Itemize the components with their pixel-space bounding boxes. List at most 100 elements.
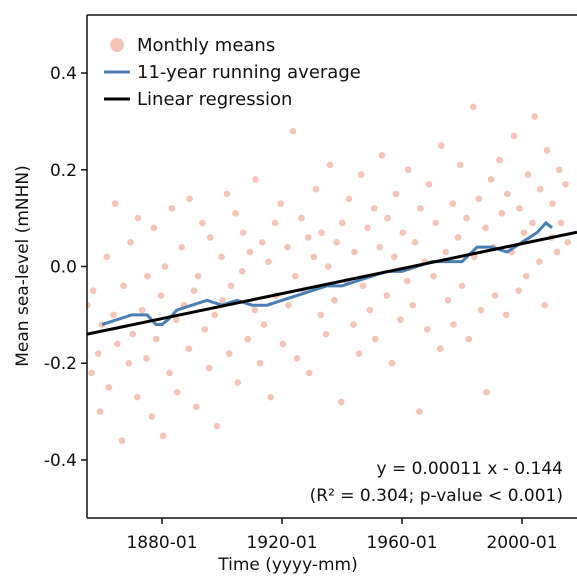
data-point <box>454 234 462 241</box>
data-point <box>133 393 141 401</box>
data-point <box>134 214 142 222</box>
data-point <box>89 287 97 294</box>
data-point <box>239 229 247 236</box>
data-point <box>185 345 193 353</box>
data-point <box>173 388 181 396</box>
data-point <box>148 413 156 420</box>
data-point <box>172 316 180 324</box>
data-point <box>520 229 528 236</box>
data-point <box>458 282 466 290</box>
data-point <box>271 219 279 227</box>
data-point <box>384 214 391 222</box>
data-point <box>355 350 363 357</box>
data-point <box>144 272 151 280</box>
data-point <box>487 176 495 183</box>
data-point <box>234 379 242 386</box>
data-point <box>138 306 146 314</box>
data-point <box>370 205 378 212</box>
data-point <box>425 180 433 188</box>
data-point <box>127 239 134 246</box>
data-point <box>218 253 225 261</box>
data-point <box>444 297 452 304</box>
data-point <box>206 234 214 241</box>
legend-label: 11-year running average <box>137 62 361 83</box>
data-point <box>543 147 551 154</box>
data-point <box>168 205 176 212</box>
data-point <box>284 243 291 251</box>
data-point <box>430 272 437 280</box>
data-point <box>322 330 330 338</box>
data-point <box>522 272 530 280</box>
data-point <box>103 253 111 261</box>
data-point <box>541 301 549 309</box>
data-point <box>536 185 544 193</box>
data-point <box>318 229 325 236</box>
data-point <box>279 340 287 348</box>
data-point <box>364 224 371 232</box>
data-point <box>143 355 150 362</box>
data-point <box>555 166 563 174</box>
data-point <box>326 161 334 169</box>
data-point <box>157 292 165 299</box>
data-point <box>411 239 419 246</box>
data-point <box>491 292 499 299</box>
data-point <box>310 253 318 261</box>
data-point <box>238 268 246 275</box>
data-point <box>333 239 341 246</box>
data-point <box>502 311 510 319</box>
data-point <box>475 195 483 203</box>
data-point <box>152 335 160 343</box>
data-point <box>88 369 95 377</box>
x-tick-label: 1880-01 <box>126 533 197 553</box>
data-point <box>516 205 523 212</box>
data-point <box>449 200 457 207</box>
data-point <box>549 200 556 207</box>
data-point <box>252 176 259 183</box>
data-point <box>190 287 198 294</box>
data-point <box>105 384 113 391</box>
data-point <box>265 258 272 265</box>
data-point <box>211 311 219 319</box>
data-point <box>304 234 312 241</box>
data-point <box>256 359 264 367</box>
data-point <box>399 229 407 236</box>
data-point <box>397 316 404 324</box>
data-point <box>338 219 346 227</box>
data-point <box>192 403 200 411</box>
data-point <box>205 364 213 372</box>
data-point <box>531 113 539 120</box>
data-point <box>94 350 102 357</box>
y-tick-label: 0.0 <box>50 258 77 278</box>
data-point <box>186 195 193 203</box>
data-point <box>423 326 431 333</box>
legend-label: Linear regression <box>137 89 292 110</box>
data-point <box>510 132 518 140</box>
data-point <box>416 408 423 415</box>
data-point <box>337 398 345 406</box>
data-point <box>324 263 332 270</box>
line-series <box>101 220 553 327</box>
data-point <box>404 166 412 174</box>
data-point <box>469 103 477 111</box>
data-point <box>557 219 565 227</box>
data-point <box>403 277 411 285</box>
data-point <box>371 335 379 343</box>
plot-area <box>87 103 577 444</box>
data-point <box>110 311 117 319</box>
x-tick-label: 1920-01 <box>246 533 317 553</box>
data-point <box>305 369 313 377</box>
data-point <box>562 180 569 188</box>
data-point <box>535 258 543 265</box>
data-point <box>409 301 417 309</box>
data-point <box>161 263 169 270</box>
data-point <box>351 248 358 256</box>
data-point <box>291 272 299 280</box>
y-tick-label: -0.4 <box>44 451 77 471</box>
data-point <box>166 369 173 377</box>
data-point <box>225 350 233 357</box>
data-point <box>199 219 206 227</box>
data-point <box>118 437 126 444</box>
legend-marker <box>110 38 124 52</box>
data-point <box>213 422 221 430</box>
data-point <box>432 219 440 227</box>
